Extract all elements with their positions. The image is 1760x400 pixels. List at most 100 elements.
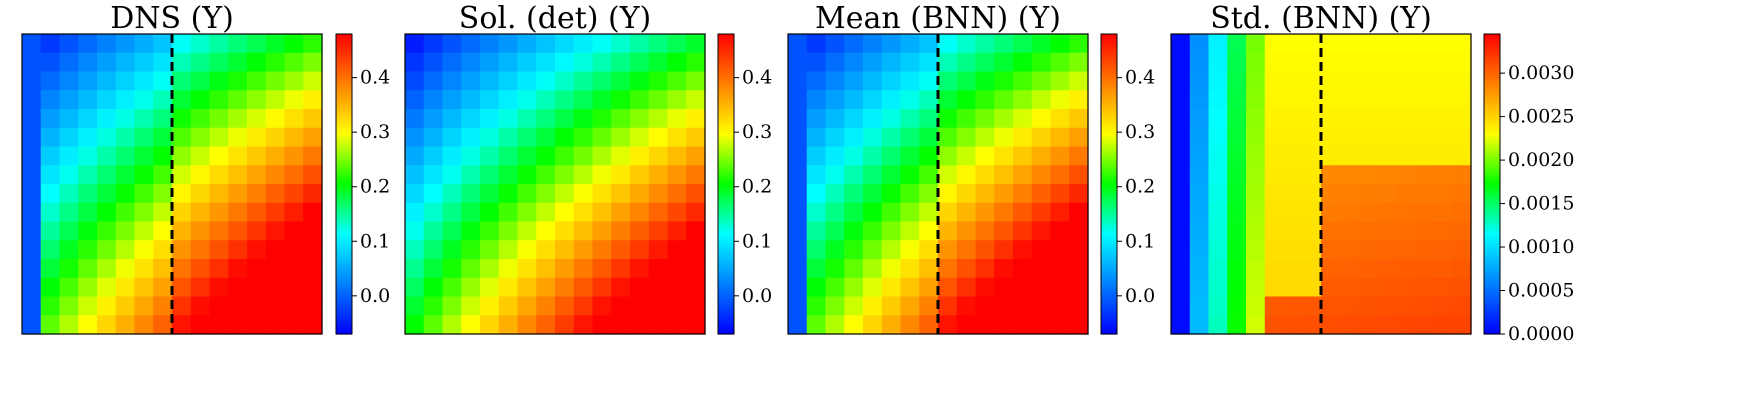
colorbar-segment (1101, 159, 1117, 163)
heatmap-cell (97, 240, 117, 260)
heatmap-cell (956, 71, 977, 91)
colorbar-segment (1484, 231, 1500, 235)
heatmap-cell (956, 184, 977, 204)
colorbar-segment (1484, 281, 1500, 285)
colorbar-segment (718, 316, 734, 320)
heatmap-cell (844, 34, 864, 54)
colorbar-segment (336, 139, 352, 143)
colorbar-segment (336, 321, 352, 325)
heatmap-cell (209, 315, 229, 335)
heatmap-cell (461, 127, 481, 148)
colorbar-segment (1484, 64, 1500, 68)
colorbar-segment (336, 36, 352, 40)
heatmap-cell (881, 52, 902, 73)
colorbar-segment (718, 189, 734, 193)
heatmap-cell (536, 90, 556, 110)
heatmap-cell (573, 221, 594, 241)
heatmap-cell (22, 315, 42, 335)
heatmap-panel: Sol. (det) (Y)0.00.10.20.30.4 (404, 1, 772, 335)
heatmap-cell (1227, 127, 1247, 148)
heatmap-cell (303, 165, 323, 185)
heatmap-cell (1013, 259, 1033, 279)
heatmap-cell (461, 240, 481, 260)
heatmap-cell (788, 127, 808, 148)
heatmap-cell (938, 127, 958, 148)
colorbar-segment (336, 246, 352, 250)
heatmap-cell (1302, 202, 1322, 223)
heatmap-cell (190, 296, 211, 316)
colorbar-segment (336, 259, 352, 263)
heatmap-cell (284, 127, 304, 148)
colorbar-segment (336, 121, 352, 125)
colorbar-segment (718, 111, 734, 115)
heatmap-cell (863, 34, 883, 54)
heatmap-cell (1321, 90, 1341, 110)
colorbar-segment (336, 184, 352, 188)
heatmap-cell (1283, 127, 1303, 148)
heatmap-cell (247, 71, 267, 91)
colorbar-segment (336, 119, 352, 123)
heatmap-cell (1264, 90, 1285, 110)
colorbar-segment (1484, 46, 1500, 50)
colorbar-segment (1101, 289, 1117, 293)
colorbar-segment (1484, 306, 1500, 310)
colorbar-segment (336, 319, 352, 323)
heatmap-cell (1031, 165, 1052, 185)
colorbar-segment (718, 119, 734, 123)
heatmap-cell (78, 52, 98, 73)
colorbar-segment (1484, 164, 1500, 168)
heatmap-cell (265, 146, 286, 166)
colorbar-segment (1101, 71, 1117, 75)
heatmap-cell (1321, 165, 1341, 185)
colorbar-segment (1101, 104, 1117, 108)
colorbar-segment (336, 151, 352, 155)
heatmap-cell (1264, 109, 1285, 129)
colorbar-segment (718, 91, 734, 95)
heatmap-cell (611, 127, 631, 148)
colorbar-segment (1484, 159, 1500, 163)
heatmap-cell (919, 240, 939, 260)
heatmap-cell (825, 259, 845, 279)
heatmap-cell (190, 127, 211, 148)
heatmap-cell (1283, 52, 1303, 73)
heatmap-cell (78, 221, 98, 241)
heatmap-cell (78, 277, 98, 298)
heatmap-cell (788, 71, 808, 91)
heatmap-cell (461, 109, 481, 129)
colorbar-segment (1101, 59, 1117, 63)
heatmap-cell (1264, 277, 1285, 298)
heatmap-cell (1050, 315, 1070, 335)
colorbar-segment (1484, 39, 1500, 43)
heatmap-cell (1227, 34, 1247, 54)
heatmap-cell (172, 240, 192, 260)
colorbar-segment (718, 89, 734, 93)
heatmap-cell (1264, 259, 1285, 279)
heatmap-cell (611, 109, 631, 129)
colorbar-segment (718, 304, 734, 308)
heatmap-cell (1013, 315, 1033, 335)
colorbar-segment (1101, 201, 1117, 205)
heatmap-cell (975, 34, 995, 54)
heatmap-cell (284, 259, 304, 279)
heatmap-cell (994, 259, 1014, 279)
colorbar-segment (718, 94, 734, 98)
colorbar-segment (1484, 201, 1500, 205)
heatmap-cell (900, 184, 920, 204)
heatmap-cell (1246, 296, 1266, 316)
heatmap-cell (190, 52, 211, 73)
heatmap-cell (59, 90, 79, 110)
heatmap-cell (190, 34, 211, 54)
colorbar-segment (718, 301, 734, 305)
heatmap-cell (442, 146, 462, 166)
colorbar-segment (718, 231, 734, 235)
heatmap-cell (303, 109, 323, 129)
heatmap-cell (405, 109, 425, 129)
colorbar-segment (1101, 199, 1117, 203)
colorbar-segment (1101, 39, 1117, 43)
heatmap-cell (555, 240, 575, 260)
heatmap-cell (78, 296, 98, 316)
heatmap-cell (1414, 52, 1435, 73)
colorbar-segment (1484, 256, 1500, 260)
heatmap-cell (881, 315, 902, 335)
